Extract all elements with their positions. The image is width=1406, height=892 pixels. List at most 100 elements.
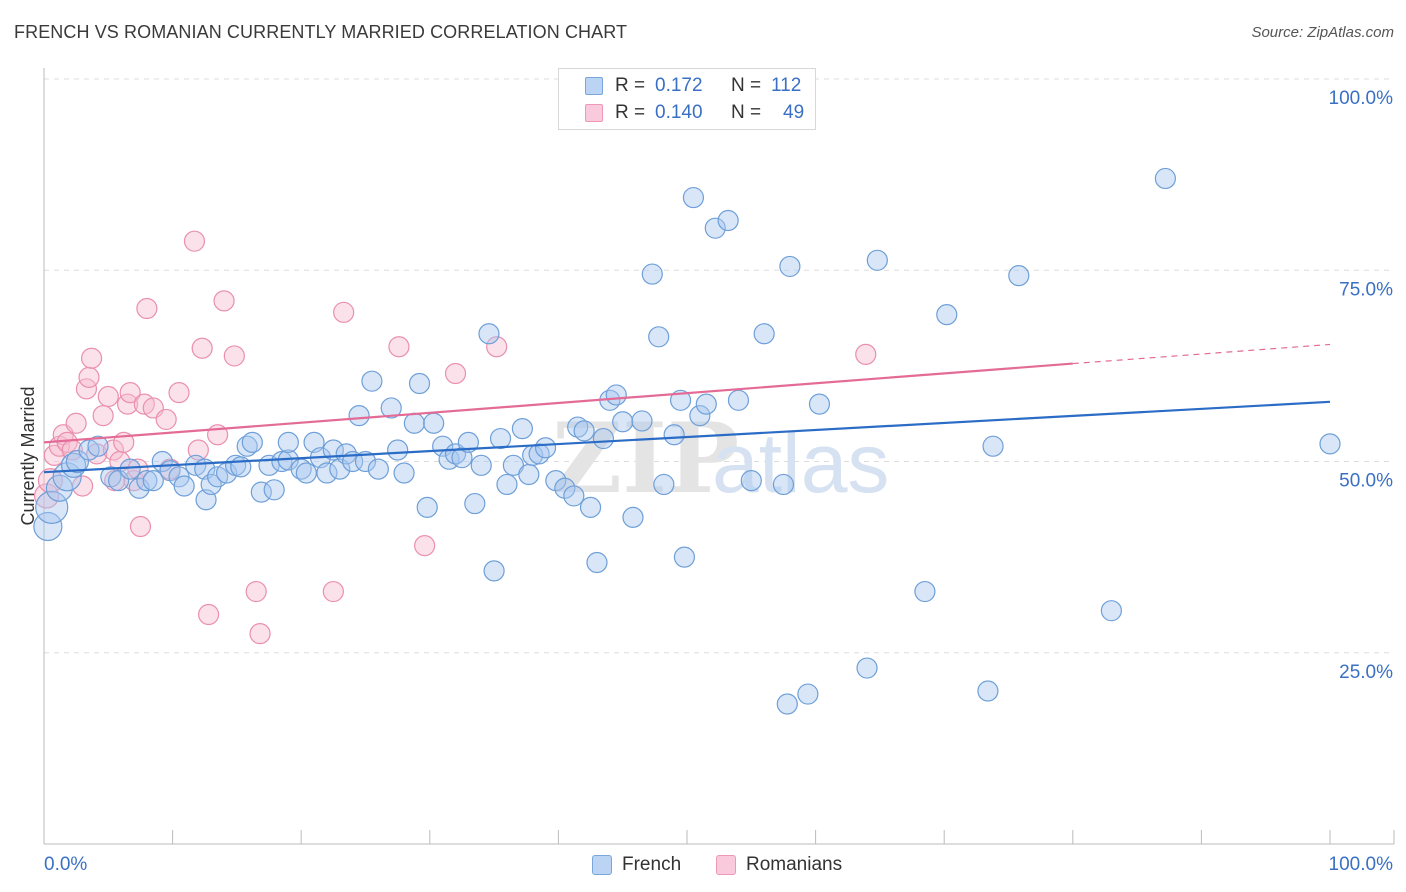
romanian-point-25 [136,297,158,320]
french-n-label: N = [731,75,762,96]
french-point-9 [107,470,130,492]
romanian-point-22 [127,458,149,480]
romanian-point-33 [198,603,220,626]
french-point-5 [65,449,90,474]
french-point-50 [403,412,425,434]
french-point-17 [173,475,195,497]
french-point-91 [689,405,711,427]
french-point-33 [277,431,299,453]
french-point-58 [457,431,479,453]
french-point-74 [567,416,589,438]
french-point-84 [641,263,663,285]
french-point-35 [295,462,317,484]
french-r-label: R = [615,75,646,96]
french-point-7 [87,435,109,457]
romanian-point-44 [486,336,508,358]
french-point-70 [534,437,557,459]
y-tick-label-100: 100.0% [1329,88,1394,109]
romanian-r-label: R = [615,102,646,123]
y-tick-label-25: 25.0% [1339,662,1393,683]
french-point-112 [1319,433,1341,455]
french-point-66 [511,418,533,440]
trend-lines [43,343,1331,474]
romanian-point-27 [155,408,177,431]
bottom-french-swatch [592,855,612,875]
french-point-82 [622,506,644,528]
french-point-49 [393,462,415,484]
bottom-legend-romanians: Romanians [716,852,842,878]
french-trend-line [43,400,1331,474]
romanian-point-40 [333,301,355,323]
x-ticks [172,830,1395,844]
french-r-value: 0.172 [655,75,703,96]
french-point-53 [423,412,445,434]
french-point-69 [528,443,550,465]
french-point-51 [408,372,431,395]
french-point-101 [797,683,819,705]
french-point-96 [740,470,762,492]
chart-source: Source: ZipAtlas.com [1251,24,1394,41]
french-point-78 [592,427,615,450]
french-point-67 [518,463,540,486]
french-point-90 [682,186,705,209]
french-point-85 [648,326,670,348]
bottom-romanians-label: Romanians [746,854,843,875]
french-point-83 [631,410,653,432]
french-point-86 [653,473,675,496]
french-point-104 [866,249,888,271]
romanian-point-37 [245,580,267,603]
stats-legend: R = 0.172 N = 112 R = 0.140 N = 49 [558,68,816,130]
french-point-92 [695,393,717,415]
x-tick-label-0: 0.0% [44,854,87,875]
romanian-point-13 [92,405,114,427]
french-point-72 [554,477,576,499]
french-point-107 [977,680,999,702]
french-point-77 [586,551,608,574]
french-point-61 [478,323,500,345]
french-point-13 [142,470,164,492]
french-point-48 [387,439,409,461]
romanian-trend-line-extension [1072,343,1331,365]
chart-title: FRENCH VS ROMANIAN CURRENTLY MARRIED COR… [14,22,628,42]
x-tick-label-100: 100.0% [1329,854,1394,875]
y-tick-labels: 25.0% 50.0% 75.0% 100.0% [1329,88,1394,683]
french-point-44 [354,450,377,473]
romanian-point-36 [223,345,245,367]
french-point-10 [119,458,141,480]
romanian-point-43 [444,362,467,385]
romanian-point-29 [168,382,190,404]
french-point-30 [263,479,285,501]
french-point-89 [673,546,696,568]
french-point-62 [483,560,505,582]
french-point-64 [496,473,518,496]
romanian-point-42 [414,535,436,557]
french-point-105 [914,580,936,603]
french-point-60 [470,454,492,476]
y-tick-label-50: 50.0% [1339,471,1393,492]
french-point-27 [241,431,263,453]
french-point-88 [669,389,692,411]
french-point-109 [1008,265,1030,287]
bottom-romanians-swatch [716,855,736,875]
romanian-points [33,230,877,645]
french-point-75 [573,420,595,442]
romanian-point-41 [388,336,410,358]
legend-row-romanian: R = 0.140 N = 49 [585,101,804,125]
french-point-76 [579,496,602,518]
french-point-87 [663,424,685,446]
romanian-point-7 [65,412,87,434]
french-point-1 [35,490,69,524]
french-point-65 [502,454,524,476]
bottom-legend-french: French [592,852,681,878]
french-point-94 [717,209,739,232]
romanian-trend-line [43,362,1073,444]
french-point-43 [348,405,370,427]
french-point-99 [779,255,801,278]
romanian-point-30 [183,230,206,252]
french-point-98 [772,473,795,496]
french-point-28 [250,481,272,503]
romanian-n-label: N = [731,102,762,123]
french-point-100 [776,693,798,715]
romanian-point-20 [119,382,141,404]
